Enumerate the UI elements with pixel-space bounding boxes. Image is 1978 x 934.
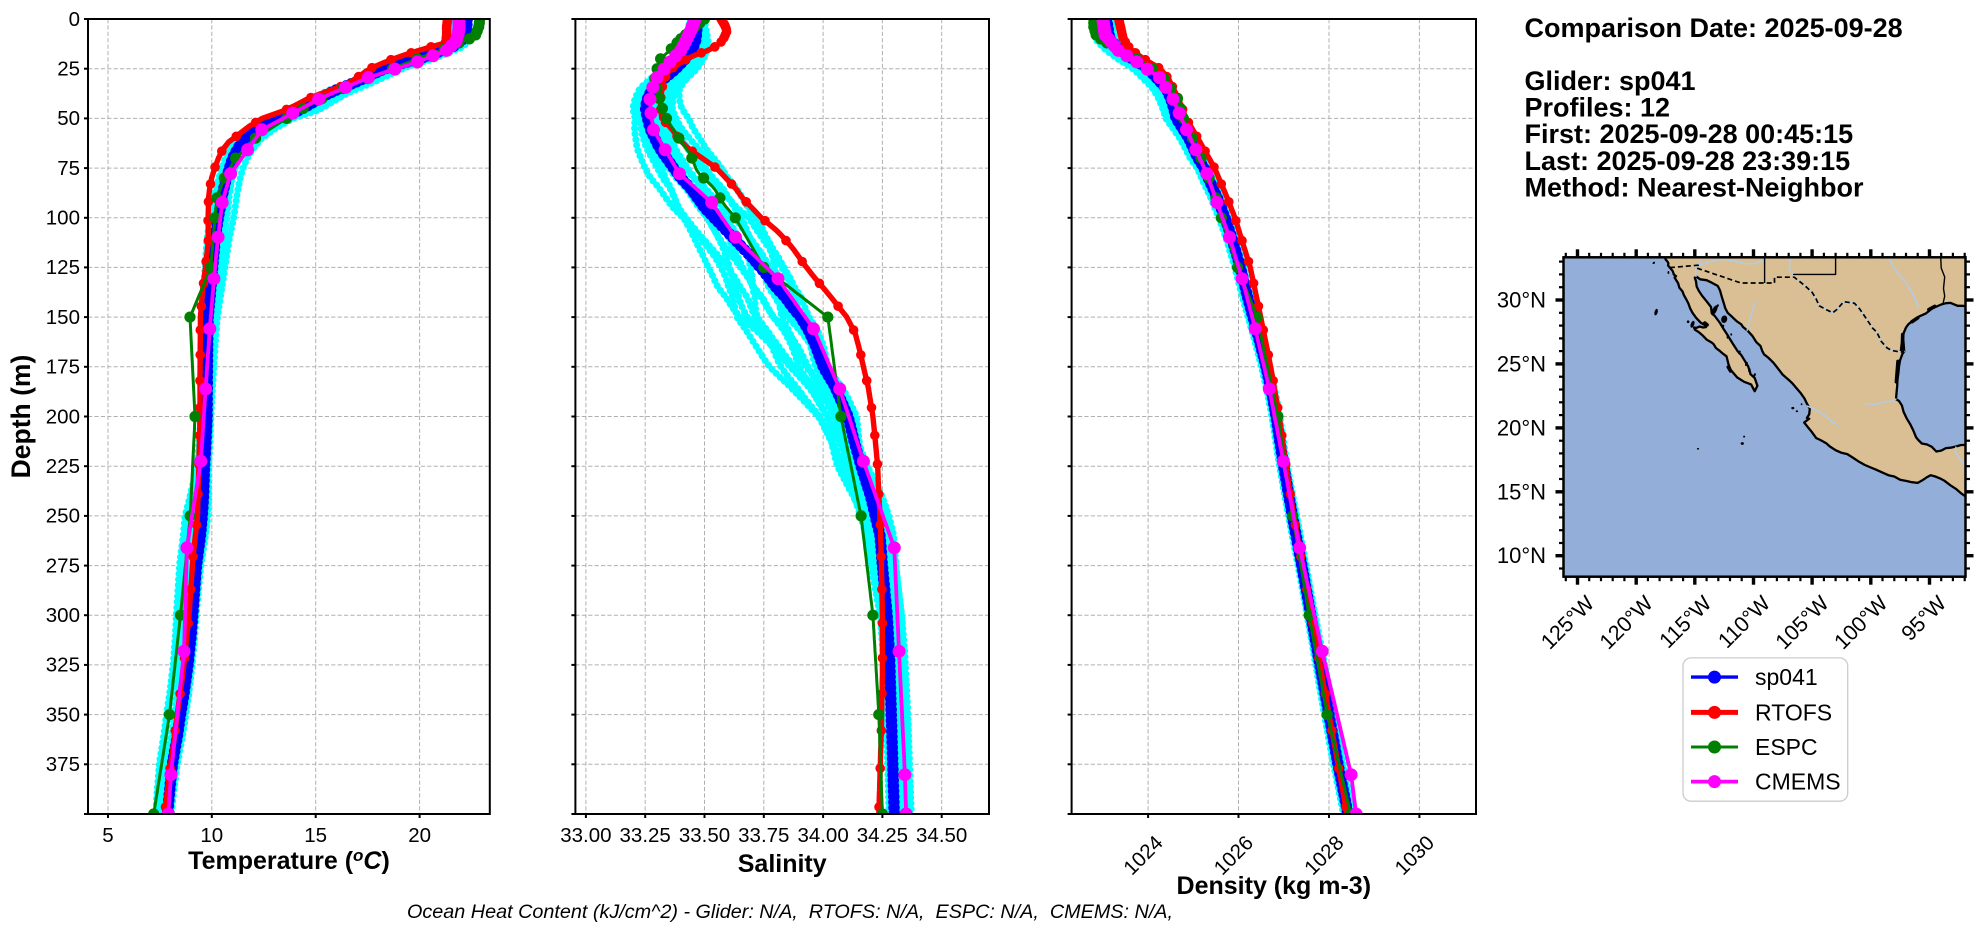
svg-text:RTOFS: RTOFS (1755, 699, 1832, 725)
svg-text:Last: 2025-09-28 23:39:15: Last: 2025-09-28 23:39:15 (1525, 146, 1851, 176)
svg-text:325: 325 (46, 654, 80, 677)
svg-text:First: 2025-09-28 00:45:15: First: 2025-09-28 00:45:15 (1525, 119, 1854, 149)
svg-text:33.00: 33.00 (560, 824, 611, 847)
svg-text:225: 225 (46, 455, 80, 478)
svg-text:20: 20 (408, 824, 431, 847)
svg-text:Method: Nearest-Neighbor: Method: Nearest-Neighbor (1525, 172, 1865, 202)
svg-text:34.00: 34.00 (797, 824, 848, 847)
svg-text:50: 50 (57, 107, 80, 130)
svg-text:15°N: 15°N (1497, 479, 1546, 504)
svg-text:0: 0 (69, 8, 80, 31)
svg-text:100: 100 (46, 207, 80, 230)
svg-text:ESPC: ESPC (1755, 734, 1818, 760)
svg-text:75: 75 (57, 157, 80, 180)
svg-text:Ocean Heat Content (kJ/cm^2) -: Ocean Heat Content (kJ/cm^2) - Glider: N… (407, 901, 1173, 923)
svg-text:250: 250 (46, 505, 80, 528)
svg-text:Comparison Date: 2025-09-28: Comparison Date: 2025-09-28 (1525, 13, 1903, 43)
svg-text:Depth (m): Depth (m) (6, 355, 36, 479)
svg-text:350: 350 (46, 703, 80, 726)
svg-text:300: 300 (46, 604, 80, 627)
svg-text:30°N: 30°N (1497, 288, 1546, 313)
svg-text:275: 275 (46, 554, 80, 577)
svg-text:20°N: 20°N (1497, 415, 1546, 440)
svg-text:25°N: 25°N (1497, 351, 1546, 376)
svg-text:Salinity: Salinity (738, 850, 827, 878)
svg-text:10: 10 (200, 824, 223, 847)
svg-text:5: 5 (102, 824, 113, 847)
svg-text:Density (kg m-3): Density (kg m-3) (1177, 872, 1371, 900)
svg-text:33.75: 33.75 (738, 824, 789, 847)
svg-text:CMEMS: CMEMS (1755, 769, 1841, 795)
svg-text:175: 175 (46, 356, 80, 379)
svg-text:375: 375 (46, 753, 80, 776)
svg-text:Profiles: 12: Profiles: 12 (1525, 93, 1671, 123)
svg-text:15: 15 (304, 824, 327, 847)
svg-text:34.50: 34.50 (916, 824, 967, 847)
svg-text:200: 200 (46, 405, 80, 428)
svg-text:150: 150 (46, 306, 80, 329)
svg-text:Glider: sp041: Glider: sp041 (1525, 66, 1696, 96)
svg-text:25: 25 (57, 58, 80, 81)
svg-text:sp041: sp041 (1755, 664, 1818, 690)
svg-text:125: 125 (46, 256, 80, 279)
svg-text:10°N: 10°N (1497, 543, 1546, 568)
svg-text:34.25: 34.25 (857, 824, 908, 847)
svg-text:33.50: 33.50 (679, 824, 730, 847)
svg-text:33.25: 33.25 (620, 824, 671, 847)
